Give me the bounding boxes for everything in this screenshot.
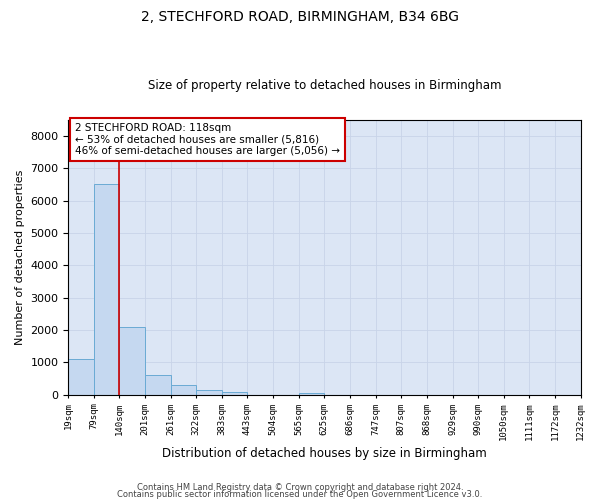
- Bar: [170, 386, 196, 395]
- Bar: [68, 359, 94, 395]
- Text: Contains public sector information licensed under the Open Government Licence v3: Contains public sector information licen…: [118, 490, 482, 499]
- Y-axis label: Number of detached properties: Number of detached properties: [15, 170, 25, 345]
- Text: 2, STECHFORD ROAD, BIRMINGHAM, B34 6BG: 2, STECHFORD ROAD, BIRMINGHAM, B34 6BG: [141, 10, 459, 24]
- Bar: [222, 392, 247, 395]
- Bar: [196, 390, 222, 395]
- Bar: [119, 327, 145, 395]
- Bar: [299, 393, 324, 395]
- Title: Size of property relative to detached houses in Birmingham: Size of property relative to detached ho…: [148, 79, 501, 92]
- Bar: [94, 184, 119, 395]
- Text: 2 STECHFORD ROAD: 118sqm
← 53% of detached houses are smaller (5,816)
46% of sem: 2 STECHFORD ROAD: 118sqm ← 53% of detach…: [75, 123, 340, 156]
- Bar: [145, 374, 170, 395]
- Text: Contains HM Land Registry data © Crown copyright and database right 2024.: Contains HM Land Registry data © Crown c…: [137, 484, 463, 492]
- X-axis label: Distribution of detached houses by size in Birmingham: Distribution of detached houses by size …: [162, 447, 487, 460]
